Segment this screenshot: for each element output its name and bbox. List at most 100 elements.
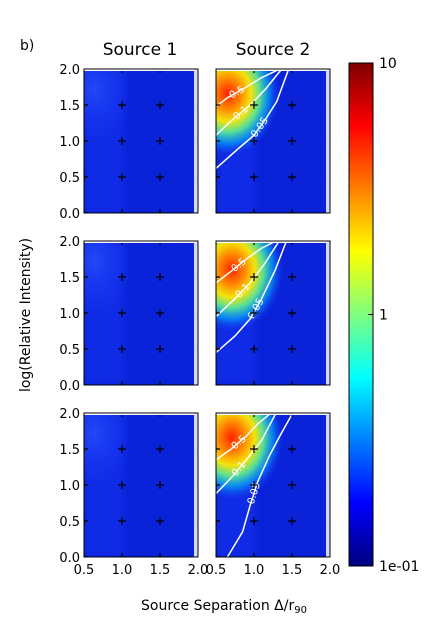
- sample-point-marker: [216, 517, 220, 525]
- y-tick-label: 1.5: [59, 271, 80, 286]
- sample-point-marker: [288, 173, 296, 181]
- sample-point-marker: [288, 381, 296, 385]
- contour-line-0_05: [216, 242, 287, 354]
- heatmap-hotspot: [84, 413, 134, 488]
- sample-point-marker: [118, 241, 126, 245]
- heatmap-hotspot: [84, 241, 134, 316]
- contour-line-0_5: [216, 69, 278, 107]
- sample-point-marker: [250, 209, 258, 213]
- colorbar: 10 1 1e-01: [348, 56, 419, 575]
- sample-point-marker: [156, 209, 164, 213]
- y-tick-label: 1.5: [59, 99, 80, 114]
- heatmap-panel-r2-c1: 0.0 0.5 1.0 1.5 2.0: [59, 235, 199, 394]
- x-axis-label-subscript: 90: [294, 605, 307, 616]
- x-tick-label: 1.0: [112, 563, 133, 578]
- sample-point-marker: [216, 273, 220, 281]
- plot-frame: [215, 68, 331, 214]
- sample-point-marker: [118, 517, 126, 525]
- plot-edge: [216, 69, 330, 71]
- sample-point-marker: [288, 273, 296, 281]
- sample-point-marker: [216, 173, 220, 181]
- sample-point-marker: [288, 445, 296, 453]
- sample-point-marker: [288, 413, 296, 417]
- plot-edge: [216, 241, 330, 243]
- contour-line-0_5: [216, 241, 274, 284]
- contour-line-0_1: [216, 241, 279, 318]
- heatmap-hotspot: [216, 241, 284, 332]
- y-tick-label: 0.5: [59, 343, 80, 358]
- y-tick-label: 0.5: [59, 171, 80, 186]
- sample-point-marker: [288, 481, 296, 489]
- contour-line-0_5: [216, 413, 270, 461]
- sample-point-marker: [156, 173, 164, 181]
- plot-edge: [84, 241, 198, 243]
- colorbar-tick-label: 1: [379, 308, 388, 324]
- plot-edge: [326, 241, 330, 385]
- y-tick-label: 0.0: [59, 207, 80, 222]
- x-tick-label: 1.5: [150, 563, 171, 578]
- sample-point-marker: [156, 381, 164, 385]
- sample-point-marker: [156, 345, 164, 353]
- plot-edge: [326, 413, 330, 557]
- sample-point-marker: [216, 445, 220, 453]
- heatmap-hotspot: [84, 69, 134, 144]
- sample-point-marker: [250, 517, 258, 525]
- sample-point-marker: [250, 445, 258, 453]
- sample-point-marker: [156, 101, 164, 109]
- sample-point-marker: [288, 345, 296, 353]
- x-tick-label: 1.5: [282, 563, 303, 578]
- sample-point-marker: [288, 241, 296, 245]
- panel-label: b): [20, 38, 34, 54]
- y-tick-label: 1.0: [59, 479, 80, 494]
- sample-point-marker: [118, 413, 126, 417]
- x-tick-label: 0.5: [206, 563, 227, 578]
- y-tick-label: 1.5: [59, 443, 80, 458]
- sample-point-marker: [288, 209, 296, 213]
- sample-point-marker: [118, 481, 126, 489]
- sample-point-marker: [118, 345, 126, 353]
- y-tick-label: 0.0: [59, 551, 80, 566]
- sample-point-marker: [156, 445, 164, 453]
- sample-point-marker: [250, 381, 258, 385]
- sample-point-marker: [250, 345, 258, 353]
- heatmap-panel-r3-c2: 0.50.10.050.5 1.0 1.5 2.0: [206, 412, 341, 578]
- panels-group: 0.00.51.01.52.00.50.10.050.00.51.01.52.0…: [59, 63, 341, 578]
- sample-point-marker: [250, 101, 258, 109]
- colorbar-tick-label: 10: [379, 56, 397, 72]
- plot-frame: [215, 412, 331, 558]
- x-axis-label: Source Separation Δ/r90: [141, 598, 307, 616]
- plot-edge: [216, 413, 330, 415]
- plot-edge: [194, 69, 198, 213]
- sample-point-marker: [250, 309, 258, 317]
- contour-line-0_05: [226, 414, 293, 557]
- sample-point-marker: [216, 309, 220, 317]
- sample-point-marker: [250, 69, 258, 73]
- contour-line-0_05: [216, 70, 289, 169]
- y-tick-label: 2.0: [59, 63, 80, 78]
- sample-point-marker: [288, 309, 296, 317]
- sample-point-marker: [250, 273, 258, 281]
- heatmap-panel-r2-c2: 0.50.10.05: [215, 240, 331, 386]
- x-tick-label: 2.0: [188, 563, 209, 578]
- x-tick-label: 2.0: [320, 563, 341, 578]
- sample-point-marker: [156, 137, 164, 145]
- sample-point-marker: [118, 445, 126, 453]
- sample-point-marker: [118, 101, 126, 109]
- y-tick-label: 1.0: [59, 307, 80, 322]
- colorbar-gradient: [348, 62, 374, 567]
- column-title-source-2: Source 2: [236, 40, 311, 60]
- sample-point-marker: [156, 309, 164, 317]
- contour-line-0_1: [216, 414, 276, 495]
- x-tick-label: 0.5: [74, 563, 95, 578]
- sample-point-marker: [118, 137, 126, 145]
- y-tick-label: 0.5: [59, 515, 80, 530]
- y-tick-label: 2.0: [59, 407, 80, 422]
- sample-point-marker: [288, 69, 296, 73]
- sample-point-marker: [118, 309, 126, 317]
- sample-point-marker: [250, 241, 258, 245]
- sample-point-marker: [118, 69, 126, 73]
- plot-edge: [84, 69, 198, 71]
- sample-point-marker: [288, 137, 296, 145]
- sample-point-marker: [118, 381, 126, 385]
